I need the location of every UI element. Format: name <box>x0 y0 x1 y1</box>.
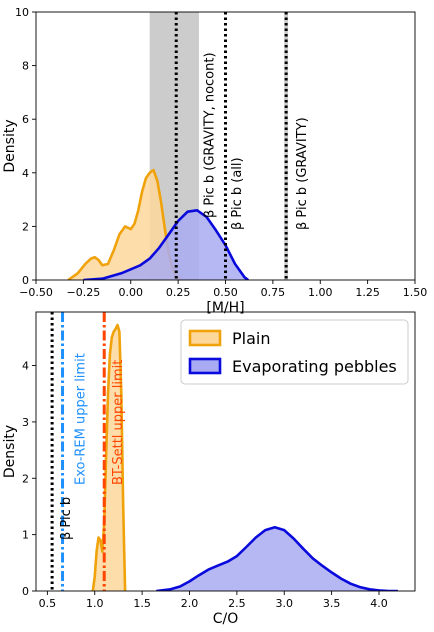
axes-frame <box>35 311 416 592</box>
x-tick-label: 1.00 <box>308 286 333 299</box>
legend-frame <box>180 319 409 385</box>
x-tick-label: 0.50 <box>213 286 238 299</box>
reference-label-btsettl: BT-Settl upper limit <box>111 360 126 485</box>
co-ratio-panel: 0.5 1.0 1.5 2.0 2.5 3.0 3.5 4.0 0 1 2 3 4 C/O Density β… <box>2 311 416 627</box>
reference-label-exorem: Exo-REM upper limit <box>74 353 89 485</box>
x-tick-label: 0.5 <box>39 597 57 610</box>
y-tick-label: 2 <box>22 472 29 485</box>
reference-label-beta-pic: β Pic b <box>59 497 74 540</box>
x-tick-label: 0.25 <box>166 286 191 299</box>
y-tick-label: 10 <box>15 6 29 19</box>
plot-area <box>50 312 398 591</box>
y-tick-label: 3 <box>22 416 29 429</box>
series-line-1 <box>83 209 249 280</box>
series-area-0 <box>92 325 126 591</box>
y-tick-label: 1 <box>22 529 29 542</box>
y-tick-label: 6 <box>22 113 29 126</box>
x-tick-label: 1.5 <box>133 597 151 610</box>
legend-label: Plain <box>232 329 270 348</box>
reference-label-gravity: β Pic b (GRAVITY) <box>295 117 310 230</box>
series-line-0 <box>91 323 127 591</box>
legend-swatch <box>188 329 222 347</box>
series-line-0 <box>67 168 181 280</box>
reference-label-gravity-nocont: β Pic b (GRAVITY, nocont) <box>203 52 218 218</box>
y-tick-label: 0 <box>22 274 29 287</box>
x-tick-label: −0.25 <box>67 286 101 299</box>
x-tick-label: 0.00 <box>119 286 144 299</box>
legend: Plain Evaporating pebbles <box>180 319 409 385</box>
y-tick-label: 8 <box>22 60 29 73</box>
y-tick-label: 4 <box>22 360 29 373</box>
x-tick-label: 1.25 <box>355 286 380 299</box>
x-tick-label: 3.0 <box>275 597 293 610</box>
x-axis-label: [M/H] <box>206 300 244 316</box>
plot-area <box>67 12 289 280</box>
y-tick-label: 2 <box>22 220 29 233</box>
x-tick-label: 0.75 <box>261 286 286 299</box>
series-area-1 <box>83 210 249 280</box>
series-area-1 <box>156 527 398 591</box>
x-tick-label: 1.0 <box>86 597 104 610</box>
legend-label: Evaporating pebbles <box>232 357 397 376</box>
x-tick-label: 2.0 <box>181 597 199 610</box>
metallicity-panel: −0.50 −0.25 0.00 0.25 0.50 0.75 1.00 1.25 1.50 0 2… <box>2 6 427 316</box>
y-tick-label: 0 <box>22 585 29 598</box>
y-axis-label: Density <box>2 425 18 478</box>
series-line-1 <box>156 526 398 591</box>
legend-swatch <box>188 357 222 375</box>
x-tick-label: 3.5 <box>323 597 341 610</box>
x-axis-label: C/O <box>213 611 239 627</box>
x-tick-label: −0.50 <box>19 286 53 299</box>
y-tick-label: 4 <box>22 167 29 180</box>
x-tick-label: 1.50 <box>403 286 428 299</box>
x-tick-label: 4.0 <box>370 597 388 610</box>
y-axis-label: Density <box>2 119 18 172</box>
x-tick-label: 2.5 <box>228 597 246 610</box>
reference-label-all: β Pic b (all) <box>230 157 245 230</box>
series-area-0 <box>68 170 180 280</box>
